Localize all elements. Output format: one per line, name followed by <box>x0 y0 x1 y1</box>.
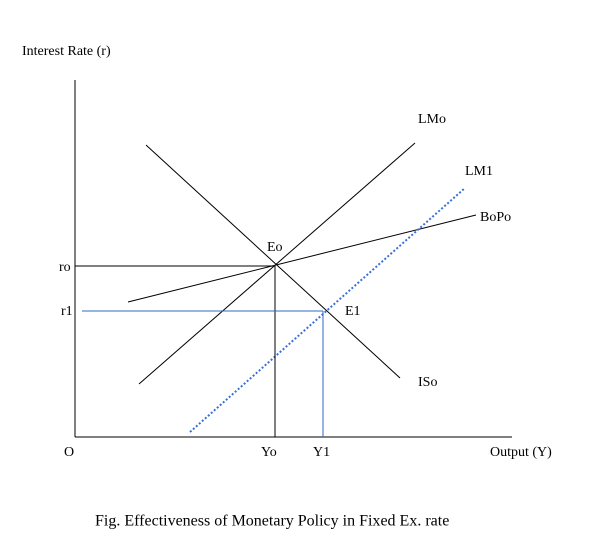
x-axis-label: Output (Y) <box>490 445 552 460</box>
equilibrium-label: E1 <box>345 304 361 319</box>
equilibrium-label: Eo <box>267 240 283 255</box>
bp-curve <box>127 214 477 303</box>
output-label: Yo <box>261 445 277 460</box>
is-curve <box>145 144 401 379</box>
rate-label: ro <box>59 260 71 275</box>
lm1-curve <box>189 187 466 433</box>
origin-label: O <box>64 445 74 460</box>
rate-label: r1 <box>61 304 73 319</box>
curve-label: ISo <box>418 375 437 390</box>
y-axis-label: Interest Rate (r) <box>22 44 111 59</box>
lm0-curve <box>138 142 416 385</box>
output-label: Y1 <box>313 445 330 460</box>
curve-label: BoPo <box>480 210 511 225</box>
curve-label: LMo <box>418 112 446 127</box>
caption: Fig. Effectiveness of Monetary Policy in… <box>95 513 449 530</box>
curve-label: LM1 <box>465 164 493 179</box>
